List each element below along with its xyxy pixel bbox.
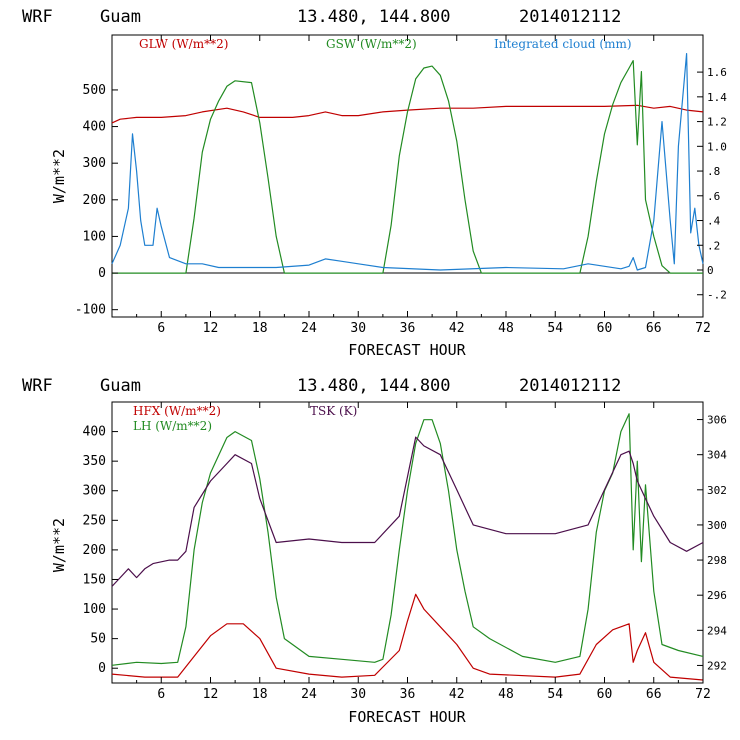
y2-axis-ticks: -.2 0 .2 .4 .6 .8 1.0 1.2 1.4 1.6 — [697, 66, 727, 302]
y2-tick-label: .8 — [707, 165, 720, 178]
series-line-lh — [111, 413, 704, 666]
y-tick-label: 400 — [83, 120, 106, 135]
x-tick-label: 24 — [301, 687, 317, 702]
x-axis-ticks: 6 12 18 24 30 36 42 48 54 60 66 72 — [136, 35, 711, 336]
y2-tick-label: 298 — [707, 554, 727, 567]
header-site: Guam — [100, 7, 141, 27]
x-tick-label: 66 — [646, 687, 662, 702]
series-line-glw — [111, 104, 704, 124]
y-axis-label: W/m**2 — [50, 518, 68, 572]
series-line-tsk — [111, 436, 704, 587]
y-tick-label: 200 — [83, 543, 106, 558]
plot-frame — [111, 34, 704, 318]
y-tick-label: 50 — [90, 632, 106, 647]
legend-glw: GLW (W/m**2) — [139, 37, 228, 51]
x-tick-label: 72 — [695, 321, 711, 336]
legend-tsk: TSK (K) — [310, 404, 357, 418]
y2-tick-label: 306 — [707, 414, 727, 427]
x-tick-label: 30 — [350, 321, 366, 336]
y-tick-label: 500 — [83, 83, 106, 98]
series-line-gsw — [112, 59, 703, 274]
x-tick-label: 66 — [646, 321, 662, 336]
y2-tick-label: 302 — [707, 484, 727, 497]
y-tick-label: -100 — [75, 303, 106, 318]
y-tick-label: 400 — [83, 425, 106, 440]
y-tick-label: 200 — [83, 193, 106, 208]
y-tick-label: 250 — [83, 513, 106, 528]
y2-tick-label: 1.2 — [707, 116, 727, 129]
y2-tick-label: 294 — [707, 624, 727, 637]
y-tick-label: 350 — [83, 454, 106, 469]
x-tick-label: 18 — [252, 687, 268, 702]
y2-tick-label: 1.6 — [707, 66, 727, 79]
x-tick-label: 54 — [547, 687, 563, 702]
header-model: WRF — [22, 7, 53, 27]
x-tick-label: 72 — [695, 687, 711, 702]
header-init-time: 2014012112 — [519, 376, 621, 396]
y2-tick-label: 1.0 — [707, 140, 727, 153]
y-tick-label: 100 — [83, 602, 106, 617]
plot-frame — [111, 401, 704, 684]
series-line-integrated — [111, 52, 704, 271]
x-tick-label: 24 — [301, 321, 317, 336]
x-axis-label: FORECAST HOUR — [348, 341, 466, 359]
y2-axis-ticks: 292 294 296 298 300 302 304 306 — [697, 414, 727, 672]
header-model: WRF — [22, 376, 53, 396]
y2-tick-label: 292 — [707, 659, 727, 672]
x-tick-label: 6 — [157, 321, 165, 336]
y-tick-label: 0 — [98, 661, 106, 676]
x-tick-label: 36 — [400, 321, 416, 336]
panel-radiation-cloud: WRF Guam 13.480, 144.800 2014012112 6 12 1… — [22, 7, 727, 359]
series-line-hfx — [111, 593, 704, 681]
header-coords: 13.480, 144.800 — [297, 376, 451, 396]
y2-tick-label: .2 — [707, 239, 720, 252]
y2-tick-label: 300 — [707, 519, 727, 532]
x-tick-label: 42 — [449, 687, 465, 702]
x-tick-label: 42 — [449, 321, 465, 336]
legend-lh: LH (W/m**2) — [133, 419, 212, 433]
header-site: Guam — [100, 376, 141, 396]
header-coords: 13.480, 144.800 — [297, 7, 451, 27]
y2-tick-label: .4 — [707, 215, 721, 228]
y-tick-label: 150 — [83, 572, 106, 587]
y-tick-label: 100 — [83, 229, 106, 244]
y-axis-label: W/m**2 — [50, 149, 68, 203]
legend-gsw: GSW (W/m**2) — [326, 37, 417, 51]
y-tick-label: 300 — [83, 156, 106, 171]
legend-integrated-cloud: Integrated cloud (mm) — [494, 37, 632, 51]
y-axis-ticks: -100 0 100 200 300 400 500 — [75, 83, 118, 318]
header-init-time: 2014012112 — [519, 7, 621, 27]
y2-tick-label: 0 — [707, 264, 714, 277]
x-tick-label: 60 — [597, 321, 613, 336]
x-tick-label: 12 — [203, 321, 219, 336]
y-tick-label: 0 — [98, 266, 106, 281]
x-tick-label: 54 — [547, 321, 563, 336]
x-tick-label: 60 — [597, 687, 613, 702]
x-tick-label: 30 — [350, 687, 366, 702]
y2-tick-label: -.2 — [707, 289, 727, 302]
y-tick-label: 300 — [83, 484, 106, 499]
x-tick-label: 6 — [157, 687, 165, 702]
series-group — [111, 52, 704, 274]
x-tick-label: 36 — [400, 687, 416, 702]
x-tick-label: 48 — [498, 321, 514, 336]
x-axis-ticks: 6 12 18 24 30 36 42 48 54 60 66 72 — [136, 402, 711, 702]
y2-tick-label: .6 — [707, 190, 720, 203]
series-group — [111, 413, 704, 681]
x-tick-label: 18 — [252, 321, 268, 336]
y-axis-ticks: 0 50 100 150 200 250 300 350 400 — [83, 425, 118, 676]
x-tick-label: 12 — [203, 687, 219, 702]
x-tick-label: 48 — [498, 687, 514, 702]
legend-hfx: HFX (W/m**2) — [133, 404, 221, 418]
panel-flux-skin-temp: WRF Guam 13.480, 144.800 2014012112 6 12 1… — [22, 376, 727, 726]
x-axis-label: FORECAST HOUR — [348, 708, 466, 726]
y2-tick-label: 304 — [707, 449, 727, 462]
y2-tick-label: 296 — [707, 589, 727, 602]
y2-tick-label: 1.4 — [707, 91, 727, 104]
